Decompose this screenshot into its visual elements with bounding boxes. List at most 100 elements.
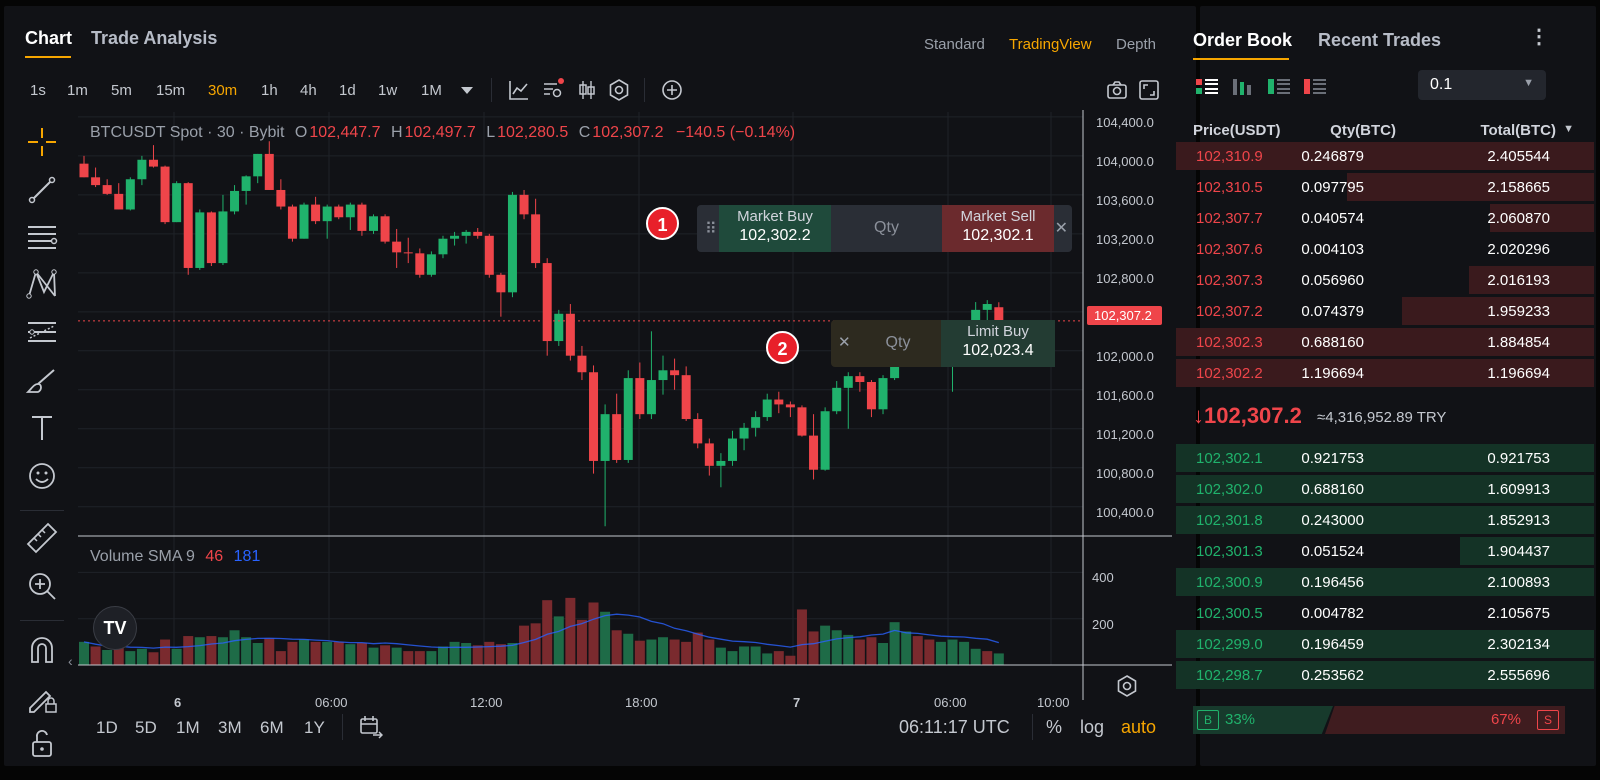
fib-retracement-icon[interactable] — [24, 314, 60, 350]
tab-chart[interactable]: Chart — [25, 28, 73, 48]
utc-clock[interactable]: 06:11:17 UTC — [899, 717, 1010, 737]
limit-buy-button[interactable]: Limit Buy 102,023.4 — [941, 320, 1055, 367]
close-icon[interactable]: ✕ — [838, 334, 851, 351]
interval-1m[interactable]: 1m — [67, 82, 88, 99]
text-tool-icon[interactable] — [24, 410, 60, 446]
tab-recent-trades[interactable]: Recent Trades — [1318, 30, 1442, 50]
horizontal-lines-icon[interactable] — [24, 218, 60, 254]
magnet-icon[interactable] — [24, 632, 60, 668]
add-chart-icon[interactable] — [660, 78, 684, 102]
range-5d[interactable]: 5D — [135, 718, 157, 737]
calendar-icon[interactable] — [357, 713, 383, 739]
ask-row[interactable]: 102,307.3 0.056960 2.016193 — [1176, 265, 1594, 295]
candle-body — [612, 414, 622, 460]
price-step-select[interactable]: 0.1 ▼ — [1418, 70, 1546, 100]
ask-row[interactable]: 102,307.2 0.074379 1.959233 — [1176, 296, 1594, 326]
range-1m[interactable]: 1M — [176, 718, 200, 737]
unlock-icon[interactable] — [24, 726, 60, 762]
bid-row[interactable]: 102,300.5 0.004782 2.105675 — [1176, 598, 1594, 628]
bid-row[interactable]: 102,300.9 0.196456 2.100893 — [1176, 567, 1594, 597]
zoom-in-icon[interactable] — [24, 568, 60, 604]
emoji-icon[interactable] — [24, 458, 60, 494]
tradingview-logo[interactable]: TV — [93, 606, 137, 650]
interval-dropdown-icon[interactable] — [455, 78, 479, 102]
market-sell-button[interactable]: Market Sell 102,302.1 — [942, 205, 1054, 252]
brush-icon[interactable] — [24, 362, 60, 398]
candle-body — [299, 204, 309, 239]
chart-settings-icon[interactable] — [607, 78, 631, 102]
interval-5m[interactable]: 5m — [111, 82, 132, 99]
bid-row[interactable]: 102,299.0 0.196459 2.302134 — [1176, 629, 1594, 659]
bid-row[interactable]: 102,302.1 0.921753 0.921753 — [1176, 443, 1594, 473]
range-1d[interactable]: 1D — [96, 718, 118, 737]
ask-row[interactable]: 102,310.5 0.097795 2.158665 — [1176, 172, 1594, 202]
range-1y[interactable]: 1Y — [304, 718, 325, 737]
candle-body — [450, 235, 460, 239]
col-total[interactable]: Total(BTC) — [1480, 122, 1556, 139]
layout-asks-icon[interactable] — [1304, 78, 1326, 96]
interval-1M[interactable]: 1M — [421, 82, 442, 99]
bid-row[interactable]: 102,301.8 0.243000 1.852913 — [1176, 505, 1594, 535]
interval-1s[interactable]: 1s — [30, 82, 46, 99]
view-depth[interactable]: Depth — [1116, 36, 1157, 53]
interval-15m[interactable]: 15m — [156, 82, 186, 99]
tab-trade-analysis[interactable]: Trade Analysis — [91, 28, 218, 48]
bid-row[interactable]: 102,298.7 0.253562 2.555696 — [1176, 660, 1594, 690]
axis-settings-icon[interactable] — [1115, 674, 1139, 698]
log-toggle[interactable]: log — [1080, 717, 1105, 737]
layout-depth-icon[interactable] — [1232, 78, 1254, 96]
range-6m[interactable]: 6M — [260, 718, 284, 737]
candle-body — [218, 211, 228, 264]
candle-body — [635, 378, 645, 415]
candle-body — [670, 370, 680, 376]
layout-bids-icon[interactable] — [1268, 78, 1290, 96]
collapse-toolbar-icon[interactable]: ‹ — [68, 653, 73, 669]
fullscreen-icon[interactable] — [1137, 78, 1161, 102]
bid-row[interactable]: 102,301.3 0.051524 1.904437 — [1176, 536, 1594, 566]
interval-1d[interactable]: 1d — [339, 82, 356, 99]
candle-type-icon[interactable] — [575, 78, 599, 102]
ask-row[interactable]: 102,307.6 0.004103 2.020296 — [1176, 234, 1594, 264]
view-standard[interactable]: Standard — [924, 36, 985, 53]
auto-toggle[interactable]: auto — [1121, 717, 1157, 737]
percent-toggle[interactable]: % — [1046, 717, 1063, 737]
ruler-icon[interactable] — [24, 520, 60, 556]
interval-4h[interactable]: 4h — [300, 82, 317, 99]
qty-input[interactable]: Qty — [874, 219, 899, 236]
candle-body — [577, 355, 587, 373]
ask-row[interactable]: 102,302.2 1.196694 1.196694 — [1176, 358, 1594, 388]
layout-both-icon[interactable] — [1196, 78, 1218, 96]
interval-1w[interactable]: 1w — [378, 82, 398, 99]
pattern-tool-icon[interactable] — [24, 266, 60, 302]
qty-input[interactable]: Qty — [885, 334, 911, 351]
crosshair-icon[interactable] — [24, 124, 60, 160]
screenshot-icon[interactable] — [1105, 78, 1129, 102]
row-qty: 0.051524 — [1301, 543, 1364, 560]
candle-body — [496, 274, 506, 293]
drag-handle-icon[interactable]: ⠿ — [705, 221, 717, 238]
volume-bar — [264, 638, 275, 665]
indicators-icon[interactable] — [507, 78, 531, 102]
bid-row[interactable]: 102,302.0 0.688160 1.609913 — [1176, 474, 1594, 504]
close-icon[interactable]: ✕ — [1054, 220, 1068, 237]
draw-lock-icon[interactable] — [24, 680, 60, 716]
more-options-icon[interactable]: ⋮ — [1529, 26, 1549, 48]
market-buy-button[interactable]: Market Buy 102,302.2 — [719, 205, 831, 252]
high-value: 102,497.7 — [404, 124, 476, 141]
indicator-settings-icon[interactable] — [541, 78, 565, 102]
interval-1h[interactable]: 1h — [261, 82, 278, 99]
view-tradingview[interactable]: TradingView — [1009, 36, 1092, 53]
interval-30m[interactable]: 30m — [208, 82, 238, 99]
tab-order-book[interactable]: Order Book — [1193, 30, 1293, 50]
annotation-badge-1: 1 — [646, 207, 679, 240]
ask-row[interactable]: 102,307.7 0.040574 2.060870 — [1176, 203, 1594, 233]
sort-chevron-icon[interactable]: ▼ — [1563, 123, 1574, 135]
ask-row[interactable]: 102,302.3 0.688160 1.884854 — [1176, 327, 1594, 357]
row-qty: 0.004782 — [1301, 605, 1364, 622]
row-price: 102,310.5 — [1196, 179, 1263, 196]
ask-row[interactable]: 102,310.9 0.246879 2.405544 — [1176, 141, 1594, 171]
price-chart[interactable] — [4, 6, 1196, 766]
range-3m[interactable]: 3M — [218, 718, 242, 737]
depth-bar — [1489, 204, 1594, 232]
trend-line-icon[interactable] — [24, 172, 60, 208]
